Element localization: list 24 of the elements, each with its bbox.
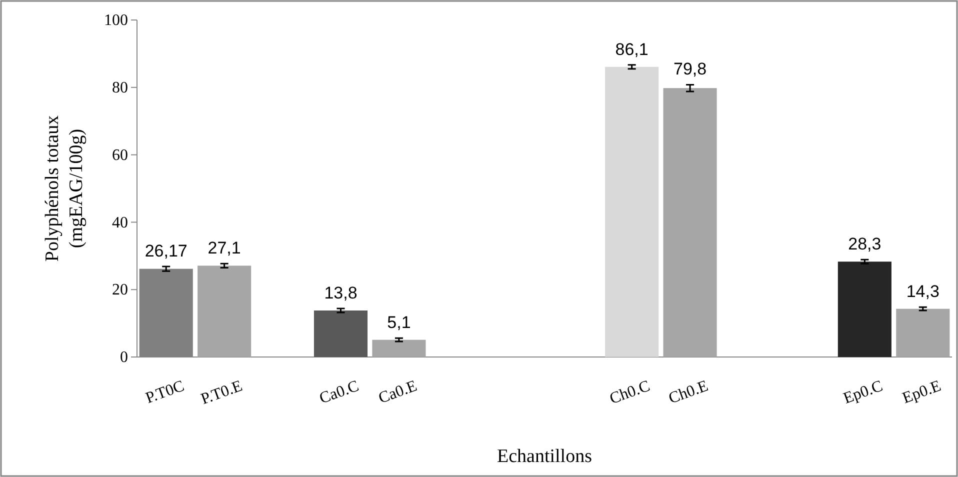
data-label: 86,1 bbox=[615, 40, 648, 59]
x-tick-label: P.T0.E bbox=[198, 378, 245, 408]
x-tick-label: Ch0.C bbox=[608, 378, 652, 408]
x-tick-label: P.T0C bbox=[143, 378, 186, 408]
data-label: 14,3 bbox=[906, 282, 940, 302]
data-label: 28,3 bbox=[848, 234, 882, 254]
x-tick-label: Ca0.C bbox=[317, 378, 362, 408]
x-tick-label: Ca0.E bbox=[376, 378, 420, 408]
x-tick-label: Ep0.E bbox=[900, 378, 944, 408]
y-tick-label: 80 bbox=[112, 80, 128, 97]
y-tick-label: 40 bbox=[112, 214, 128, 232]
x-tick-label: Ch0.E bbox=[666, 378, 710, 408]
x-tick-label: Ep0.C bbox=[841, 378, 886, 408]
data-label: 79,8 bbox=[673, 60, 707, 79]
y-axis-title: Polyphénols totaux (mgEAG/100g) bbox=[42, 114, 87, 262]
x-axis-title: Echantillons bbox=[497, 446, 592, 467]
data-label: 27,1 bbox=[208, 238, 241, 258]
data-label: 5,1 bbox=[387, 313, 411, 332]
y-tick-label: 20 bbox=[112, 282, 128, 299]
y-tick-label: 0 bbox=[120, 349, 128, 366]
data-label: 13,8 bbox=[324, 283, 358, 302]
y-tick-label: 60 bbox=[112, 146, 128, 164]
data-label: 26,17 bbox=[144, 241, 188, 260]
y-tick-label: 100 bbox=[104, 12, 128, 30]
